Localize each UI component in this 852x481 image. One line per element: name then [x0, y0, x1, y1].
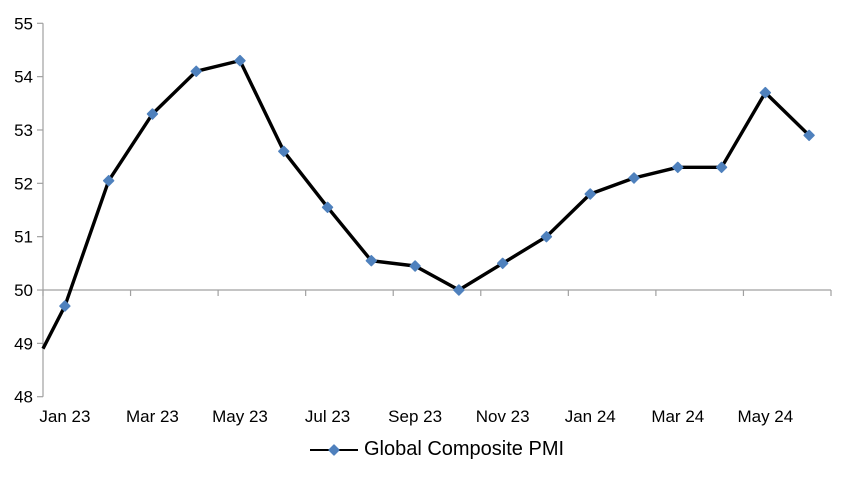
data-point-marker — [584, 188, 596, 200]
x-tick-label: Sep 23 — [388, 407, 442, 426]
y-tick-label: 52 — [14, 174, 33, 193]
legend: Global Composite PMI — [0, 438, 852, 461]
data-point-marker — [278, 145, 290, 158]
legend-entry: Global Composite PMI — [309, 438, 565, 461]
data-point-marker — [59, 300, 71, 312]
legend-line-marker-icon — [309, 443, 358, 456]
data-point-marker — [803, 129, 815, 142]
x-tick-label: Jan 23 — [39, 407, 90, 426]
data-point-marker — [102, 174, 115, 187]
data-point-marker — [234, 54, 246, 67]
x-tick-label: Jan 24 — [565, 407, 616, 426]
data-point-marker — [628, 172, 640, 184]
y-tick-label: 51 — [14, 228, 33, 247]
data-point-marker — [496, 257, 509, 270]
x-tick-label: May 23 — [212, 407, 268, 426]
data-point-marker — [715, 161, 728, 174]
x-tick-label: Mar 24 — [651, 407, 704, 426]
data-point-marker — [540, 230, 553, 243]
data-point-marker — [759, 86, 772, 99]
x-tick-label: Mar 23 — [126, 407, 179, 426]
data-point-marker — [672, 161, 684, 174]
x-tick-label: Nov 23 — [476, 407, 530, 426]
y-tick-label: 49 — [14, 334, 33, 353]
data-point-marker — [365, 254, 378, 267]
y-tick-label: 50 — [14, 281, 33, 300]
series-line — [41, 58, 811, 350]
data-point-marker — [146, 108, 159, 120]
legend-diamond-icon — [328, 443, 340, 456]
y-tick-label: 53 — [14, 121, 33, 140]
y-tick-label: 55 — [14, 14, 33, 33]
data-point-marker — [453, 284, 465, 296]
data-point-marker — [190, 65, 202, 78]
y-tick-label: 48 — [14, 388, 33, 407]
data-point-marker — [409, 260, 421, 272]
data-point-marker — [321, 201, 334, 214]
legend-label: Global Composite PMI — [363, 438, 565, 460]
x-tick-label: Jul 23 — [305, 407, 350, 426]
x-tick-label: May 24 — [737, 407, 793, 426]
y-tick-label: 54 — [14, 68, 33, 87]
